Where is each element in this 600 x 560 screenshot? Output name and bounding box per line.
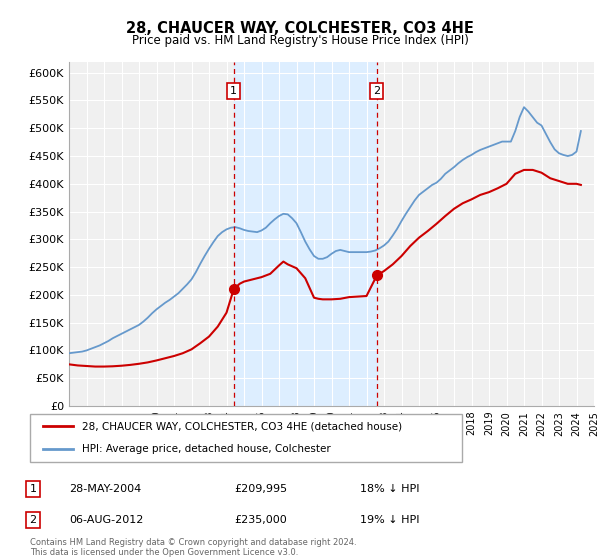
Text: 06-AUG-2012: 06-AUG-2012 — [69, 515, 143, 525]
Text: HPI: Average price, detached house, Colchester: HPI: Average price, detached house, Colc… — [82, 444, 331, 454]
Text: 28, CHAUCER WAY, COLCHESTER, CO3 4HE: 28, CHAUCER WAY, COLCHESTER, CO3 4HE — [126, 21, 474, 36]
Text: 2: 2 — [373, 86, 380, 96]
Text: 19% ↓ HPI: 19% ↓ HPI — [360, 515, 419, 525]
Text: £235,000: £235,000 — [234, 515, 287, 525]
Text: 28-MAY-2004: 28-MAY-2004 — [69, 484, 141, 494]
Text: 28, CHAUCER WAY, COLCHESTER, CO3 4HE (detached house): 28, CHAUCER WAY, COLCHESTER, CO3 4HE (de… — [82, 421, 402, 431]
Text: 2: 2 — [29, 515, 37, 525]
Text: 1: 1 — [230, 86, 237, 96]
Text: Price paid vs. HM Land Registry's House Price Index (HPI): Price paid vs. HM Land Registry's House … — [131, 34, 469, 46]
Text: Contains HM Land Registry data © Crown copyright and database right 2024.
This d: Contains HM Land Registry data © Crown c… — [30, 538, 356, 557]
Text: 1: 1 — [29, 484, 37, 494]
Bar — [233, 62, 377, 406]
Text: 18% ↓ HPI: 18% ↓ HPI — [360, 484, 419, 494]
Text: £209,995: £209,995 — [234, 484, 287, 494]
